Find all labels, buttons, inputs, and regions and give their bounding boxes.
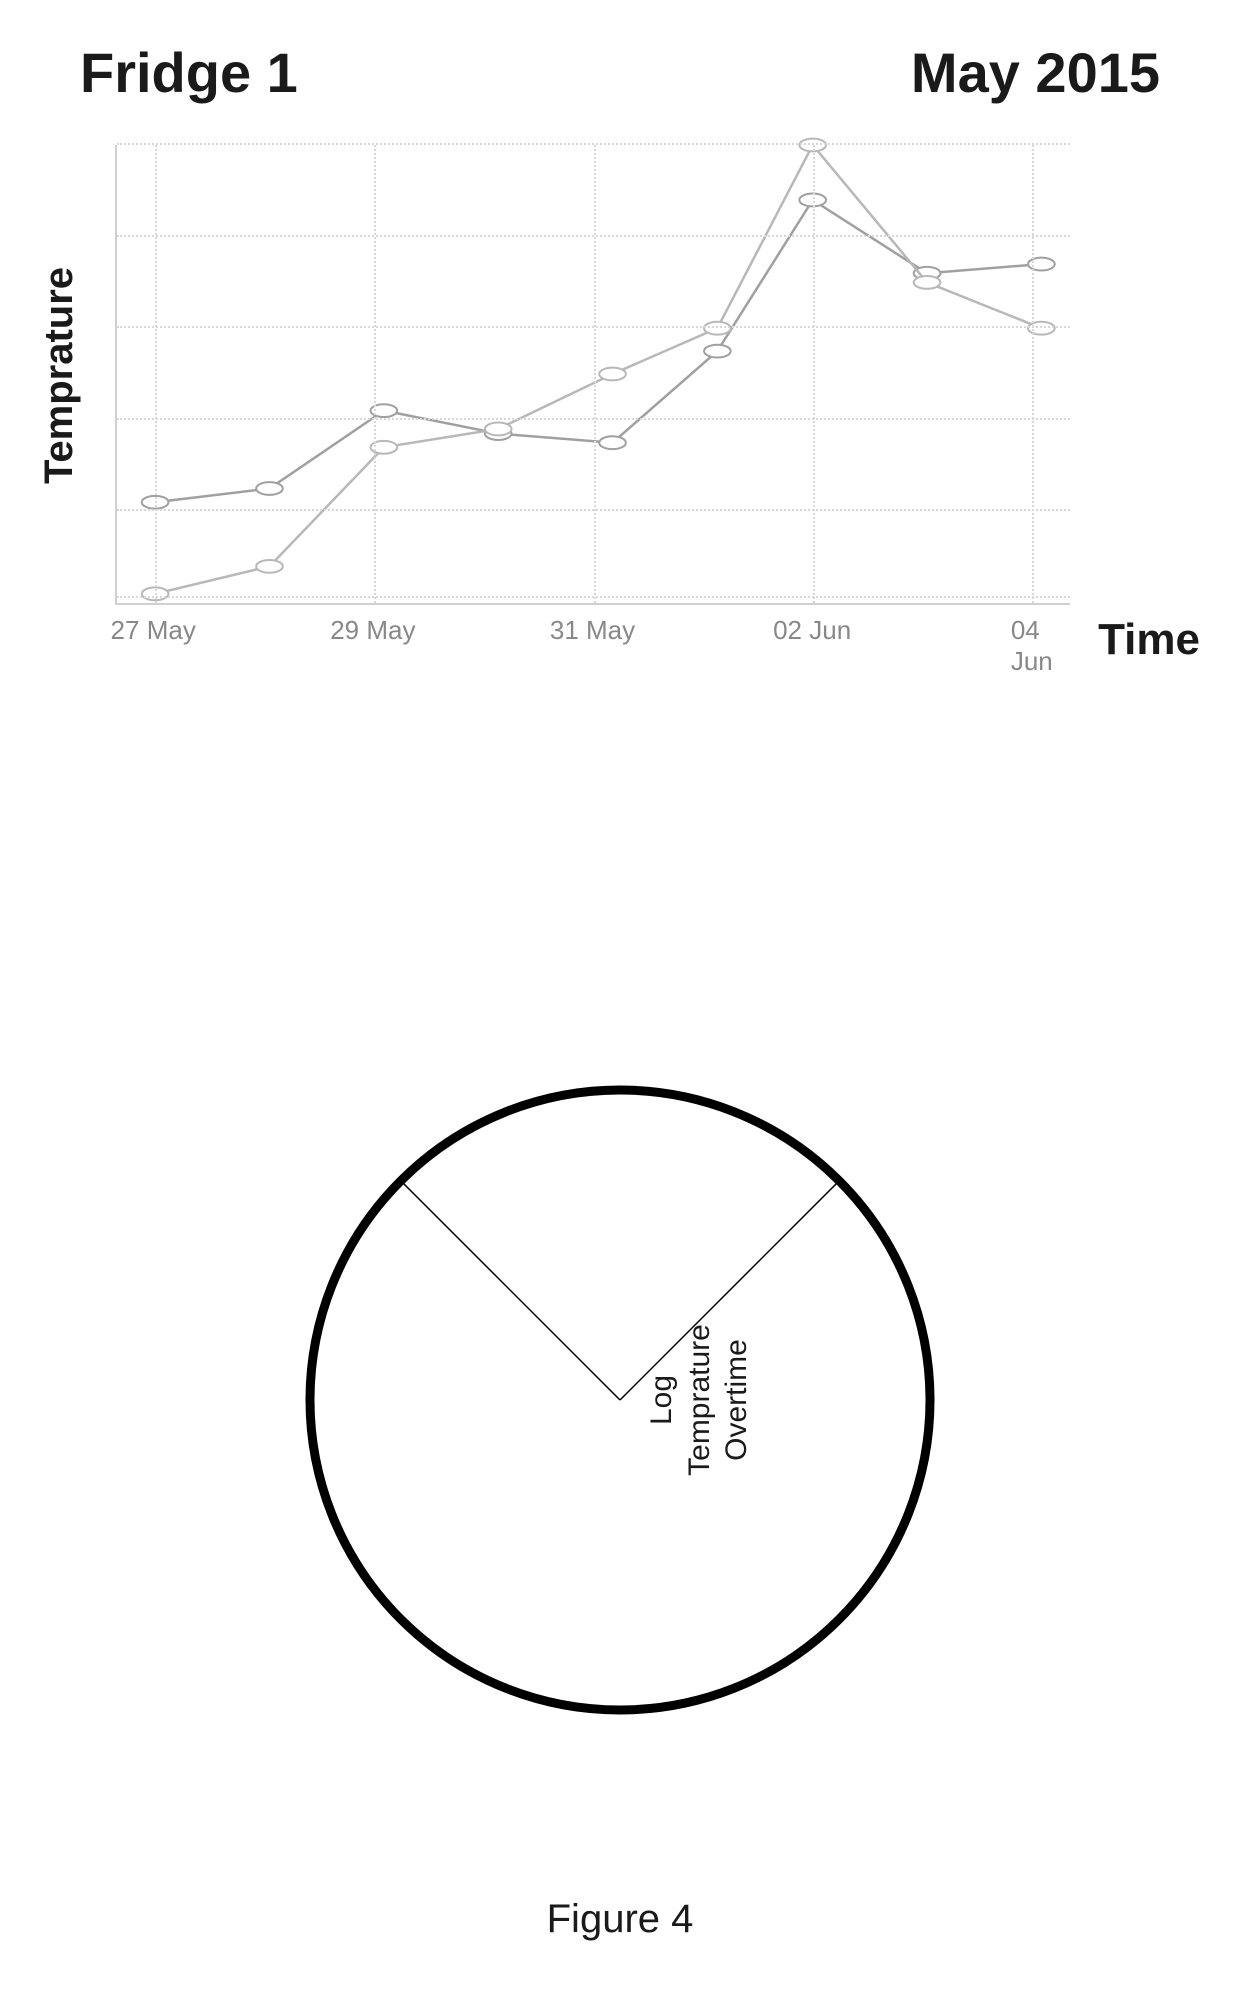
gridline-vertical — [155, 145, 157, 603]
series-line — [155, 145, 1041, 594]
pie-label-line-2: Temprature — [680, 1324, 718, 1476]
pie-svg — [290, 1070, 950, 1730]
line-chart: Temprature 27 May 29 May 31 May 02 Jun 04 Ju… — [20, 145, 1220, 685]
gridline-vertical — [594, 145, 596, 603]
page-title: Fridge 1 — [80, 40, 298, 105]
y-axis-label: Temprature — [38, 266, 83, 483]
x-tick-label: 29 May — [330, 615, 415, 646]
page-date: May 2015 — [911, 40, 1160, 105]
figure-caption: Figure 4 — [547, 1897, 694, 1942]
series-line — [155, 200, 1041, 502]
x-tick-label: 31 May — [550, 615, 635, 646]
gridline-vertical — [1032, 145, 1034, 603]
series-marker — [704, 345, 731, 358]
series-marker — [256, 560, 283, 573]
pie-label-line-3: Overtime — [718, 1324, 756, 1476]
pie-label-line-1: Log — [643, 1324, 681, 1476]
series-marker — [914, 276, 941, 289]
gridline-vertical — [374, 145, 376, 603]
x-tick-label: 02 Jun — [773, 615, 851, 646]
x-axis-label: Time — [1098, 615, 1200, 665]
y-axis-label-container: Temprature — [30, 145, 90, 605]
x-axis-labels: 27 May29 May31 May02 Jun04 Jun — [115, 615, 1070, 655]
series-marker — [599, 436, 626, 449]
plot-region — [115, 145, 1070, 605]
pie-chart: Log Temprature Overtime — [290, 1070, 950, 1730]
gridline-vertical — [813, 145, 815, 603]
series-marker — [256, 482, 283, 495]
series-marker — [599, 368, 626, 381]
x-tick-label: 04 Jun — [1011, 615, 1053, 677]
series-marker — [485, 423, 512, 436]
header: Fridge 1 May 2015 — [0, 0, 1240, 125]
pie-slice-label: Log Temprature Overtime — [643, 1324, 756, 1476]
x-tick-label: 27 May — [111, 615, 196, 646]
